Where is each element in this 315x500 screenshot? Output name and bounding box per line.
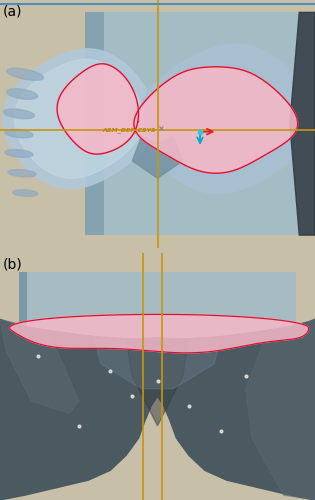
Text: ASM_DEF_CSYS: ASM_DEF_CSYS (102, 127, 156, 132)
Ellipse shape (5, 150, 33, 158)
Polygon shape (0, 320, 315, 500)
Polygon shape (0, 320, 79, 414)
Polygon shape (290, 12, 315, 235)
Polygon shape (3, 49, 154, 189)
Text: (b): (b) (3, 258, 23, 272)
Polygon shape (94, 339, 220, 388)
Ellipse shape (7, 68, 43, 80)
Polygon shape (14, 60, 143, 178)
Polygon shape (57, 64, 139, 154)
Ellipse shape (5, 130, 33, 138)
FancyBboxPatch shape (85, 12, 315, 235)
Polygon shape (246, 320, 315, 500)
Polygon shape (126, 339, 189, 426)
Polygon shape (139, 44, 315, 194)
Ellipse shape (8, 170, 36, 177)
Polygon shape (132, 136, 183, 178)
Ellipse shape (3, 109, 34, 118)
Polygon shape (134, 67, 298, 173)
Ellipse shape (7, 89, 37, 100)
FancyBboxPatch shape (19, 272, 27, 346)
Text: (a): (a) (3, 5, 23, 19)
FancyBboxPatch shape (19, 272, 296, 346)
FancyBboxPatch shape (85, 12, 104, 235)
Polygon shape (9, 314, 309, 353)
Ellipse shape (13, 190, 38, 196)
